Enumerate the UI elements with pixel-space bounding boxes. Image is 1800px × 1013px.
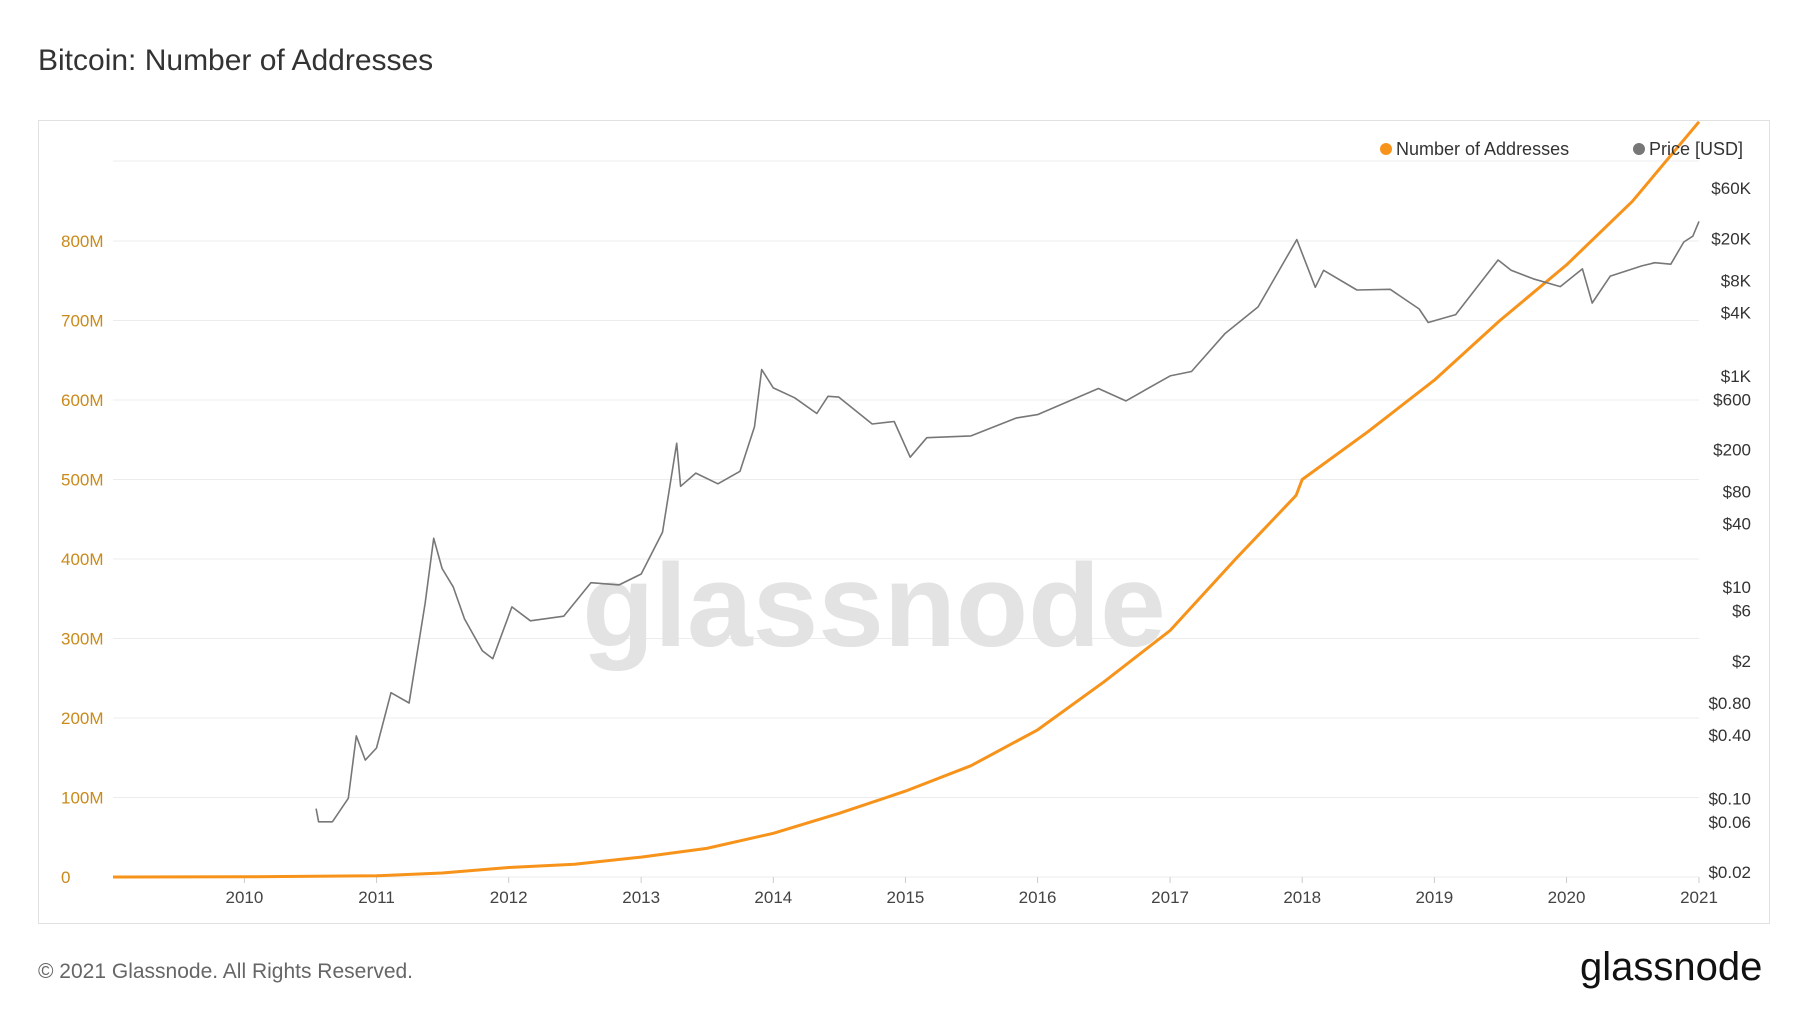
right-tick-label: $10 <box>1723 578 1751 597</box>
left-tick-label: 0 <box>61 868 70 887</box>
right-tick-label: $4K <box>1721 303 1752 322</box>
legend-item-price[interactable]: Price [USD] <box>1633 139 1743 159</box>
x-tick-label: 2013 <box>622 888 660 907</box>
legend-item-addresses[interactable]: Number of Addresses <box>1380 139 1569 159</box>
right-axis: $60K $20K $8K $4K $1K $600 $200 $80 $40 $10 $6 $2 $0… <box>1708 179 1751 882</box>
right-tick-label: $2 <box>1732 652 1751 671</box>
right-tick-label: $0.40 <box>1708 726 1751 745</box>
legend-dot-price <box>1633 143 1645 155</box>
chart-container: glassnode 0 100M 200M 300M 400M 500M 600M 700M 8… <box>38 120 1770 924</box>
x-tick-label: 2018 <box>1283 888 1321 907</box>
legend-dot-addresses <box>1380 143 1392 155</box>
right-tick-label: $1K <box>1721 367 1752 386</box>
left-tick-label: 400M <box>61 550 104 569</box>
left-tick-label: 800M <box>61 232 104 251</box>
x-tick-label: 2015 <box>887 888 925 907</box>
right-tick-label: $0.06 <box>1708 813 1751 832</box>
left-tick-label: 100M <box>61 789 104 808</box>
right-tick-label: $80 <box>1723 483 1751 502</box>
series-layer <box>112 121 1701 879</box>
page-title: Bitcoin: Number of Addresses <box>38 44 434 77</box>
legend-label-addresses: Number of Addresses <box>1396 139 1569 159</box>
x-axis: 2010 2011 2012 2013 2014 2015 2016 2017 2018 2019… <box>225 877 1718 907</box>
left-tick-label: 600M <box>61 391 104 410</box>
x-tick-label: 2019 <box>1415 888 1453 907</box>
x-tick-label: 2010 <box>225 888 263 907</box>
right-tick-label: $600 <box>1713 390 1751 409</box>
grid-lines <box>113 160 1699 878</box>
right-tick-label: $60K <box>1711 179 1751 198</box>
left-axis: 0 100M 200M 300M 400M 500M 600M 700M 800M <box>61 232 104 887</box>
right-tick-label: $200 <box>1713 441 1751 460</box>
x-tick-label: 2011 <box>358 888 395 907</box>
left-tick-label: 200M <box>61 709 104 728</box>
left-tick-label: 500M <box>61 471 104 490</box>
x-tick-label: 2012 <box>490 888 528 907</box>
chart-svg: glassnode 0 100M 200M 300M 400M 500M 600M 700M 8… <box>61 121 1752 907</box>
x-tick-label: 2021 <box>1680 888 1718 907</box>
series-line-addresses <box>112 121 1701 879</box>
right-tick-label: $20K <box>1711 229 1751 248</box>
right-tick-label: $40 <box>1723 515 1751 534</box>
right-tick-label: $0.02 <box>1708 863 1751 882</box>
right-tick-label: $8K <box>1721 271 1752 290</box>
x-tick-label: 2020 <box>1548 888 1586 907</box>
x-tick-label: 2014 <box>754 888 792 907</box>
series-line-price <box>315 221 1700 823</box>
left-tick-label: 300M <box>61 630 104 649</box>
legend-label-price: Price [USD] <box>1649 139 1743 159</box>
x-tick-label: 2016 <box>1019 888 1057 907</box>
right-tick-label: $0.80 <box>1708 694 1751 713</box>
x-tick-label: 2017 <box>1151 888 1189 907</box>
logo-wordmark: glassnode <box>1580 945 1762 989</box>
watermark: glassnode <box>582 540 1166 672</box>
footer-copyright: © 2021 Glassnode. All Rights Reserved. <box>38 960 414 983</box>
legend: Number of Addresses Price [USD] <box>1380 139 1743 159</box>
left-tick-label: 700M <box>61 312 104 331</box>
glassnode-logo: glassnode <box>1580 945 1762 989</box>
right-tick-label: $0.10 <box>1708 789 1751 808</box>
right-tick-label: $6 <box>1732 602 1751 621</box>
